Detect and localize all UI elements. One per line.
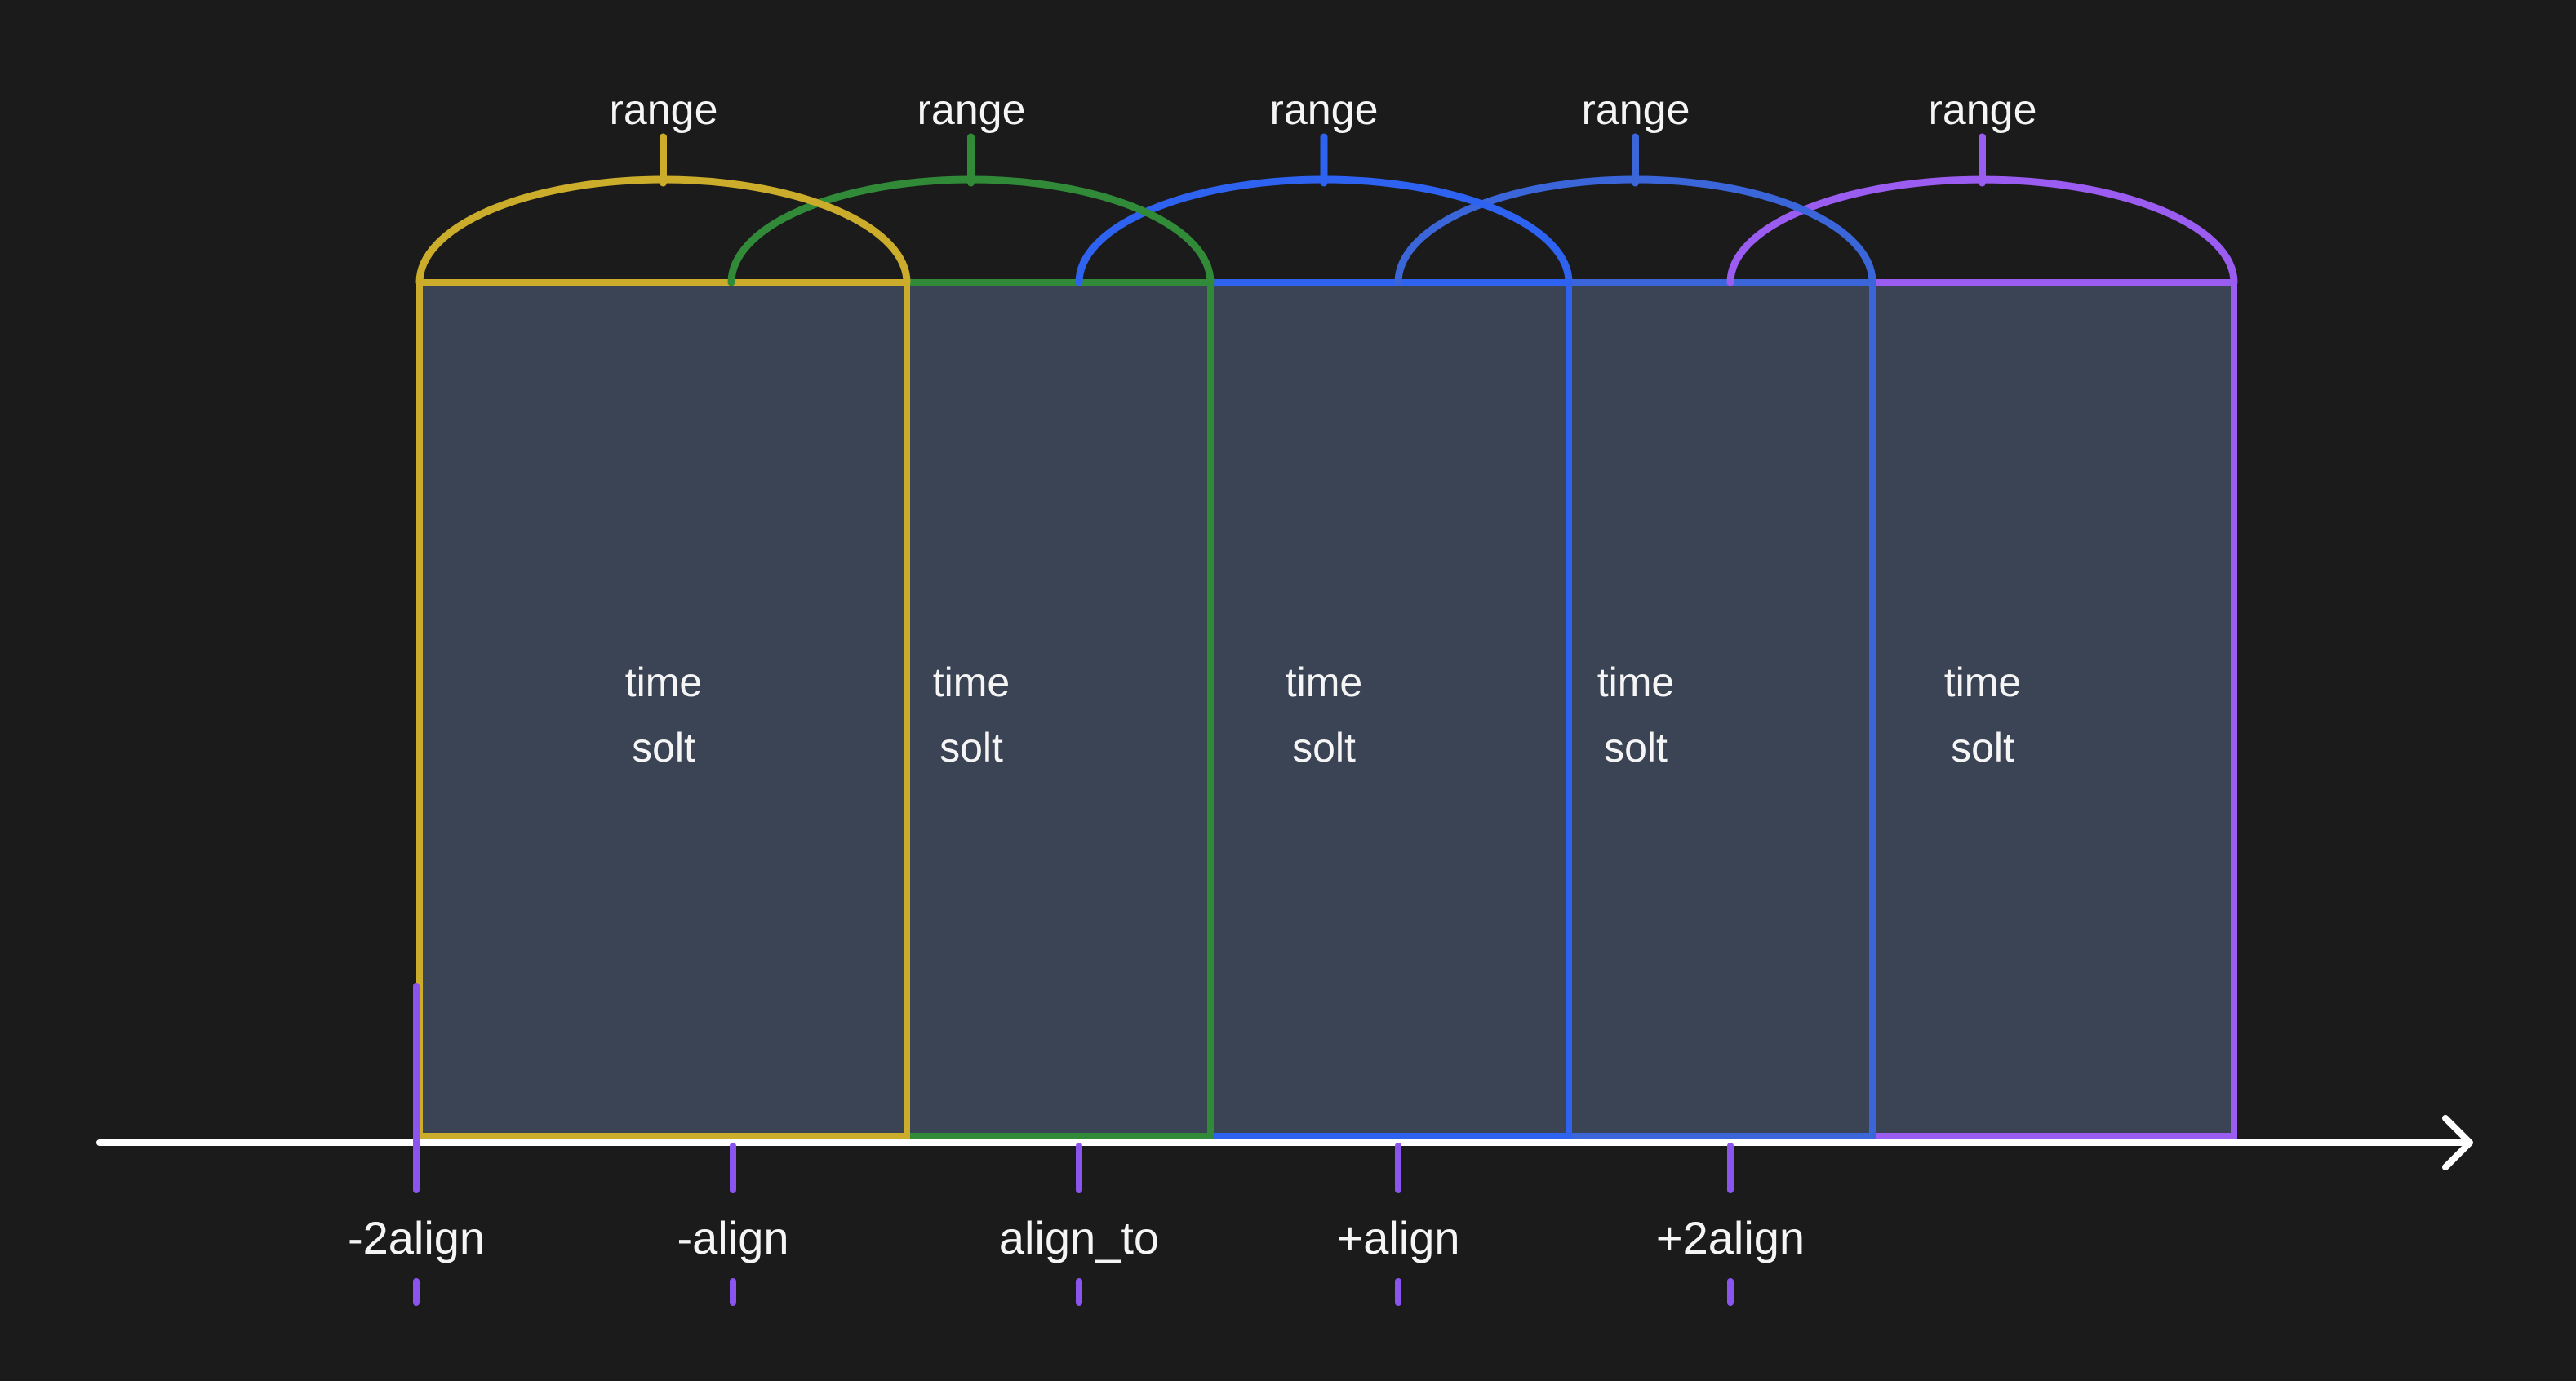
slot-label-3-line2: solt: [1292, 725, 1356, 770]
range-label-5: range: [1928, 87, 2037, 134]
range-arc-4: [1394, 175, 1876, 286]
time-slot-rect-1: [416, 279, 910, 1139]
slot-label-1: time solt: [541, 650, 786, 780]
slot-label-3: time solt: [1201, 650, 1446, 780]
range-label-3: range: [1269, 87, 1379, 134]
slot-label-4-line1: time: [1597, 659, 1675, 705]
slot-label-5: time solt: [1860, 650, 2105, 780]
slot-label-4: time solt: [1513, 650, 1758, 780]
slot-label-1-line1: time: [624, 659, 703, 705]
slot-label-5-line1: time: [1943, 659, 2022, 705]
range-label-4: range: [1581, 87, 1690, 134]
axis-arrowhead-icon: [2442, 1115, 2473, 1170]
slot-label-2-line1: time: [932, 659, 1010, 705]
range-label-2: range: [917, 87, 1026, 134]
range-arc-5: [1726, 175, 2238, 286]
slot-label-4-line2: solt: [1604, 725, 1668, 770]
range-label-1: range: [609, 87, 718, 134]
slot-label-1-line2: solt: [632, 725, 695, 770]
range-arc-3: [1075, 175, 1573, 286]
slot-label-2-line2: solt: [939, 725, 1003, 770]
time-slot-rect-4: [1566, 279, 1876, 1139]
tick-label-minusalign: -align: [677, 1212, 789, 1263]
tick-label-plus2align: +2align: [1655, 1212, 1805, 1263]
slot-label-2: time solt: [849, 650, 1094, 780]
slot-label-3-line1: time: [1285, 659, 1363, 705]
tick-label-minus2align: -2align: [347, 1212, 486, 1263]
slot-label-5-line2: solt: [1951, 725, 2014, 770]
tick-label-alignto: align_to: [998, 1212, 1160, 1263]
tick-label-plusalign: +align: [1336, 1212, 1460, 1263]
